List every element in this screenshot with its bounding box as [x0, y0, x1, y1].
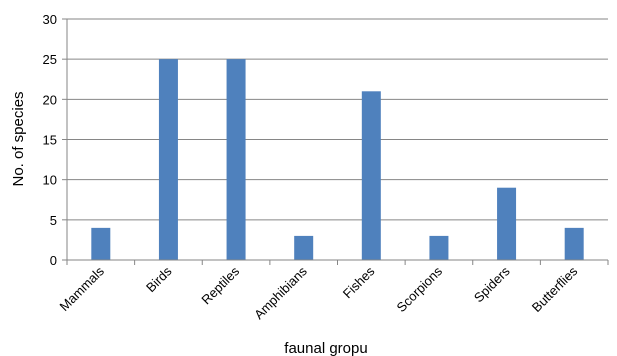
y-tick-label: 0 — [50, 253, 57, 268]
x-tick-label: Butterflies — [529, 263, 581, 315]
y-tick-label: 5 — [50, 213, 57, 228]
x-tick-label: Scorpions — [394, 263, 446, 315]
bar-butterflies — [564, 227, 584, 260]
x-tick-label: Fishes — [340, 263, 378, 301]
y-tick-label: 15 — [43, 133, 57, 148]
bar-spiders — [497, 187, 517, 260]
bar-amphibians — [294, 235, 314, 260]
x-tick-label: Amphibians — [251, 263, 310, 322]
x-tick-label: Mammals — [56, 263, 107, 314]
bar-fishes — [361, 91, 381, 260]
bar-mammals — [91, 227, 111, 260]
x-tick-label: Reptiles — [198, 263, 242, 307]
y-tick-label: 30 — [43, 12, 57, 27]
bar-birds — [158, 59, 178, 260]
x-tick-labels: Mammals Birds Reptiles Amphibians Fishes Scor… — [56, 263, 580, 322]
x-axis-title: faunal gropu — [284, 340, 367, 356]
y-tick-label: 20 — [43, 92, 57, 107]
y-tick-labels: 0 5 10 15 20 25 30 — [43, 12, 57, 268]
y-tick-label: 10 — [43, 173, 57, 188]
bars — [91, 59, 584, 260]
axes — [62, 18, 609, 265]
x-tick-label: Birds — [143, 263, 175, 295]
x-tick-label: Spiders — [471, 263, 513, 305]
y-axis-title: No. of species — [10, 91, 27, 186]
bar-scorpions — [429, 235, 449, 260]
gridlines — [67, 18, 608, 221]
y-tick-label: 25 — [43, 52, 57, 67]
bar-reptiles — [226, 59, 246, 260]
